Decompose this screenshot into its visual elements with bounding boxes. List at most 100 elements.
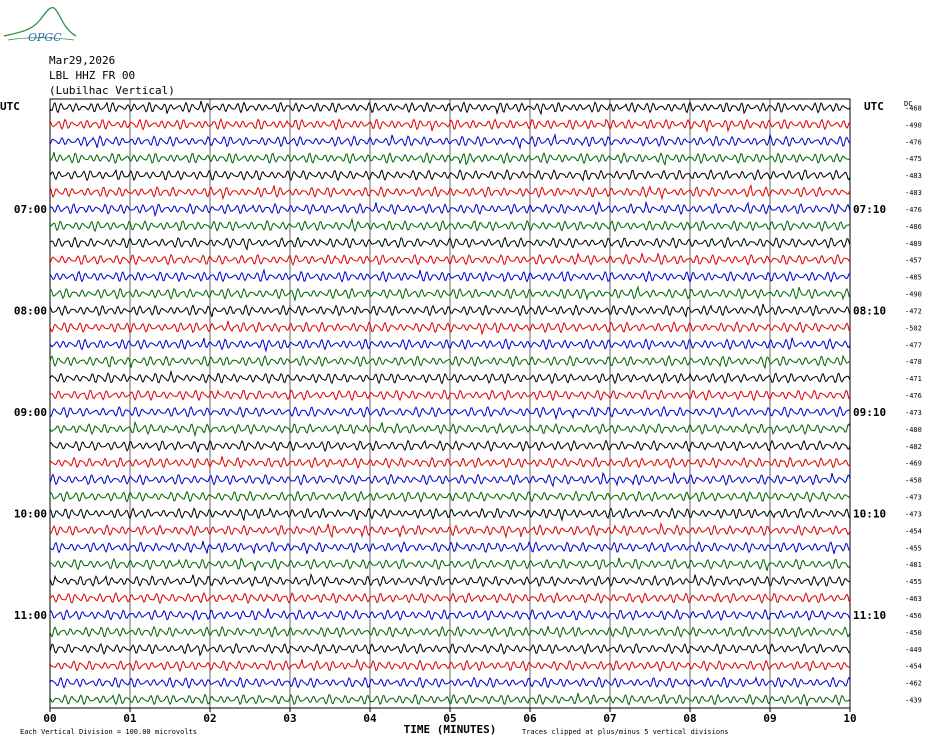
x-axis-title: TIME (MINUTES) xyxy=(404,723,497,736)
dc-offset-label: -490 xyxy=(905,291,922,299)
seismic-trace xyxy=(49,285,851,302)
seismic-trace xyxy=(49,369,851,385)
svg-text:OPGC: OPGC xyxy=(28,31,62,44)
seismic-trace xyxy=(49,303,851,318)
dc-offset-label: -454 xyxy=(905,663,922,671)
dc-label: DC xyxy=(904,100,912,108)
seismic-trace xyxy=(49,540,851,554)
dc-offset-label: -478 xyxy=(905,358,922,366)
dc-offset-label: -456 xyxy=(905,612,922,620)
dc-offset-label: -455 xyxy=(905,578,922,586)
seismic-trace xyxy=(49,132,851,150)
dc-offset-label: -489 xyxy=(905,240,922,248)
dc-offset-label: -455 xyxy=(905,544,922,552)
seismic-trace xyxy=(49,490,851,503)
station-label: LBL HHZ FR 00 xyxy=(49,69,136,82)
seismic-trace xyxy=(49,608,851,622)
dc-offset-label: -476 xyxy=(905,392,922,400)
seismic-trace xyxy=(49,268,851,283)
dc-offset-label: -439 xyxy=(905,697,922,705)
x-tick-label: 08 xyxy=(683,712,696,725)
seismic-trace xyxy=(49,506,851,522)
right-hour-label: 11:10 xyxy=(853,609,886,622)
dc-offset-label: -490 xyxy=(905,121,922,129)
dc-offset-label: -462 xyxy=(905,680,922,688)
dc-offset-label: -476 xyxy=(905,138,922,146)
dc-offset-label: -473 xyxy=(905,510,922,518)
location-label: (Lubilhac Vertical) xyxy=(49,84,175,97)
seismic-trace xyxy=(49,217,851,233)
dc-offset-label: -483 xyxy=(905,189,922,197)
dc-offset-label: -481 xyxy=(905,561,922,569)
seismic-trace xyxy=(49,200,851,218)
x-tick-label: 00 xyxy=(43,712,56,725)
x-tick-label: 09 xyxy=(763,712,776,725)
dc-offset-label: -471 xyxy=(905,375,922,383)
right-utc-label: UTC xyxy=(864,100,884,113)
footer-scale-note: Each Vertical Division = 100.00 microvol… xyxy=(20,728,197,736)
seismic-trace xyxy=(49,389,851,402)
seismic-trace xyxy=(49,253,851,267)
right-hour-label: 08:10 xyxy=(853,304,886,317)
left-hour-label: 11:00 xyxy=(14,609,47,622)
x-tick-label: 03 xyxy=(283,712,296,725)
seismic-trace xyxy=(49,420,851,438)
dc-offset-label: -486 xyxy=(905,223,922,231)
seismic-trace xyxy=(49,439,851,453)
seismic-trace xyxy=(49,184,851,201)
seismic-trace xyxy=(49,471,851,488)
opgc-logo: OPGC xyxy=(3,6,77,44)
seismic-trace xyxy=(49,456,851,470)
left-hour-label: 09:00 xyxy=(14,406,47,419)
dc-offset-label: -457 xyxy=(905,257,922,265)
dc-offset-label: -463 xyxy=(905,595,922,603)
seismic-trace xyxy=(49,557,851,571)
seismic-trace xyxy=(49,354,851,370)
seismic-trace xyxy=(49,642,851,657)
seismic-trace xyxy=(49,591,851,605)
left-hour-label: 08:00 xyxy=(14,304,47,317)
seismic-trace xyxy=(49,625,851,639)
x-tick-label: 01 xyxy=(123,712,137,725)
left-hour-label: 07:00 xyxy=(14,203,47,216)
x-tick-label: 04 xyxy=(363,712,377,725)
dc-offset-label: -473 xyxy=(905,494,922,502)
dc-offset-label: -468 xyxy=(905,104,922,112)
x-tick-label: 07 xyxy=(603,712,616,725)
footer-clip-note: Traces clipped at plus/minus 5 vertical … xyxy=(522,728,729,736)
dc-offset-label: -454 xyxy=(905,527,922,535)
seismic-trace xyxy=(49,100,851,116)
dc-offset-label: -458 xyxy=(905,477,922,485)
dc-offset-label: -502 xyxy=(905,324,922,332)
dc-offset-label: -482 xyxy=(905,443,922,451)
seismic-trace xyxy=(49,168,851,182)
seismic-trace xyxy=(49,405,851,421)
dc-offset-label: -469 xyxy=(905,460,922,468)
x-tick-label: 10 xyxy=(843,712,856,725)
seismic-trace xyxy=(49,676,851,689)
dc-offset-label: -450 xyxy=(905,629,922,637)
seismic-trace xyxy=(49,572,851,588)
seismic-trace xyxy=(49,236,851,251)
dc-offset-label: -480 xyxy=(905,426,922,434)
dc-offset-label: -476 xyxy=(905,206,922,214)
dc-offset-label: -472 xyxy=(905,307,922,315)
dc-offset-label: -485 xyxy=(905,274,922,282)
right-hour-label: 09:10 xyxy=(853,406,886,419)
dc-offset-label: -475 xyxy=(905,155,922,163)
right-hour-label: 10:10 xyxy=(853,507,886,520)
left-utc-label: UTC xyxy=(0,100,20,113)
x-tick-label: 05 xyxy=(443,712,456,725)
dc-offset-label: -483 xyxy=(905,172,922,180)
dc-offset-label: -473 xyxy=(905,409,922,417)
dc-offset-label: -449 xyxy=(905,646,922,654)
seismic-trace xyxy=(49,522,851,539)
seismic-trace xyxy=(49,151,851,167)
seismic-trace xyxy=(49,337,851,353)
seismic-trace xyxy=(49,657,851,672)
left-hour-label: 10:00 xyxy=(14,507,47,520)
x-tick-label: 02 xyxy=(203,712,216,725)
seismic-trace xyxy=(49,692,851,707)
date-label: Mar29,2026 xyxy=(49,54,116,67)
